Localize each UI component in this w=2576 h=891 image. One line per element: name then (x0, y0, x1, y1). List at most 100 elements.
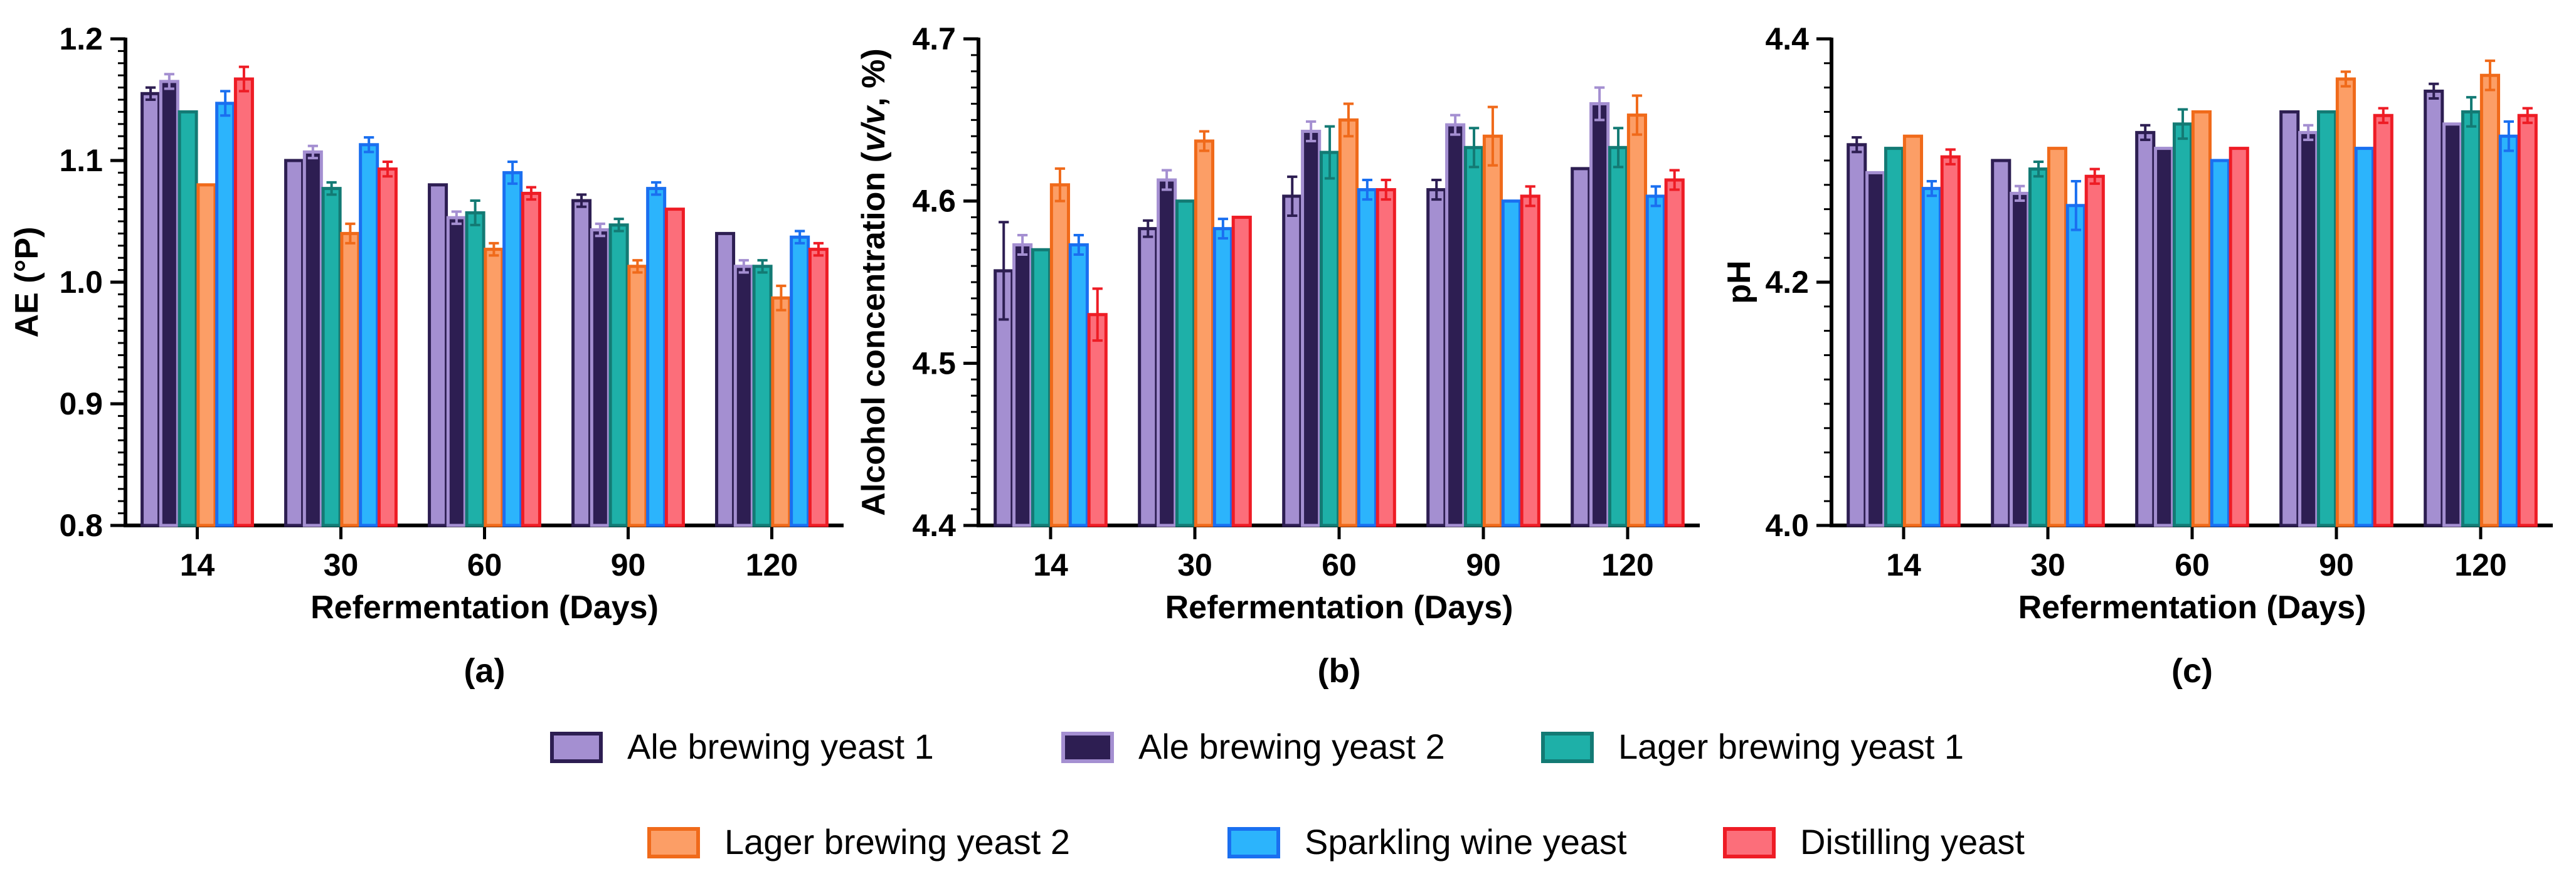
error-bar (1431, 179, 1442, 201)
bar (178, 110, 198, 527)
bar (2172, 122, 2193, 527)
y-tick-label: 4.7 (912, 21, 956, 56)
bar (2010, 191, 2030, 527)
legend-item: Ale brewing yeast 2 (1061, 727, 1445, 766)
error-bar (2070, 179, 2081, 231)
bar (1445, 123, 1466, 527)
x-axis-title: Refermentation (Days) (310, 589, 659, 626)
error-bar (1525, 185, 1535, 208)
bar (1194, 139, 1215, 527)
error-bar (1468, 127, 1480, 169)
bar (2084, 174, 2105, 527)
panel-label: (a) (464, 652, 506, 690)
bar (140, 92, 161, 527)
error-bar (1217, 218, 1228, 240)
bar (2191, 110, 2212, 527)
error-bar (738, 259, 749, 274)
legend-item: Distilling yeast (1723, 822, 2025, 862)
bar (302, 150, 323, 527)
error-bar (2466, 96, 2477, 128)
bar (2461, 110, 2482, 527)
bar (664, 208, 685, 527)
y-tick-label: 4.4 (1765, 21, 1809, 56)
error-bar (1631, 94, 1643, 136)
bar (1068, 243, 1089, 527)
legend-swatch (1061, 732, 1114, 763)
bar (1012, 243, 1033, 527)
bar (446, 216, 467, 527)
bar (1482, 134, 1503, 527)
bar (1589, 102, 1610, 527)
bar (1991, 159, 2012, 527)
bar (484, 248, 504, 527)
bar (1049, 183, 1071, 527)
bar (1865, 171, 1886, 527)
y-tick-label: 1.2 (59, 21, 103, 56)
error-bar (1162, 169, 1172, 191)
error-bar (489, 241, 499, 257)
error-bar (2378, 107, 2388, 124)
error-bar (1669, 169, 1680, 191)
bar (1520, 194, 1540, 527)
bar (340, 231, 361, 527)
bar (1884, 147, 1905, 527)
x-tick-label: 90 (2319, 547, 2354, 583)
error-bar (1073, 233, 1084, 256)
chart-panels: 0.8 0.9 1.0 1.1 1.2 14 30 60 90 120 Refermentation… (9, 21, 2553, 690)
y-axis-title: AE (°P) (9, 227, 45, 338)
bar (2373, 113, 2393, 527)
error-bar (1017, 233, 1028, 256)
bar (627, 265, 648, 527)
error-bar (220, 90, 231, 117)
error-bar (2503, 120, 2514, 152)
error-bar (776, 284, 787, 312)
error-bar (1926, 179, 1937, 198)
error-bar (1324, 125, 1335, 180)
error-bar (1199, 130, 1210, 152)
bar (2442, 122, 2463, 527)
error-bar (364, 136, 374, 154)
error-bar (613, 218, 624, 233)
error-bar (1143, 219, 1153, 238)
bar (321, 187, 342, 527)
bar (1645, 194, 1666, 527)
x-tick-label: 30 (2030, 547, 2065, 583)
bar (733, 265, 754, 527)
bar (2154, 147, 2175, 527)
bar (1175, 199, 1196, 527)
bar (1375, 188, 1396, 527)
bar (1463, 145, 1485, 527)
error-bar (1381, 179, 1391, 201)
bar (2279, 110, 2300, 527)
y-axis-title: Alcohol concentration (v/v, %) (856, 48, 892, 515)
error-bar (1650, 185, 1661, 208)
bar (502, 171, 523, 527)
error-bar (1613, 127, 1624, 169)
bar (2424, 89, 2444, 527)
bar (808, 248, 829, 527)
legend-item: Lager brewing yeast 2 (647, 822, 1070, 862)
bar (1664, 178, 1685, 527)
error-bar (1362, 179, 1372, 201)
legend-swatch (1227, 827, 1280, 858)
bar (2135, 130, 2156, 527)
legend-label: Lager brewing yeast 2 (724, 822, 1070, 862)
bar (377, 167, 398, 527)
bar (1847, 143, 1867, 527)
bar (284, 159, 305, 527)
bar (2517, 113, 2538, 527)
x-tick-label: 60 (467, 547, 502, 583)
bar (1608, 145, 1629, 527)
bar (2028, 167, 2049, 527)
bar (233, 77, 254, 527)
bar (1212, 227, 1233, 527)
legend-label: Ale brewing yeast 2 (1138, 727, 1445, 766)
error-bar (813, 241, 824, 257)
legend-label: Ale brewing yeast 1 (627, 727, 934, 766)
legend-item: Ale brewing yeast 1 (550, 727, 934, 766)
legend-item: Sparkling wine yeast (1227, 822, 1627, 862)
error-bar (345, 222, 356, 245)
bar (1626, 113, 1648, 527)
error-bar (595, 222, 605, 238)
